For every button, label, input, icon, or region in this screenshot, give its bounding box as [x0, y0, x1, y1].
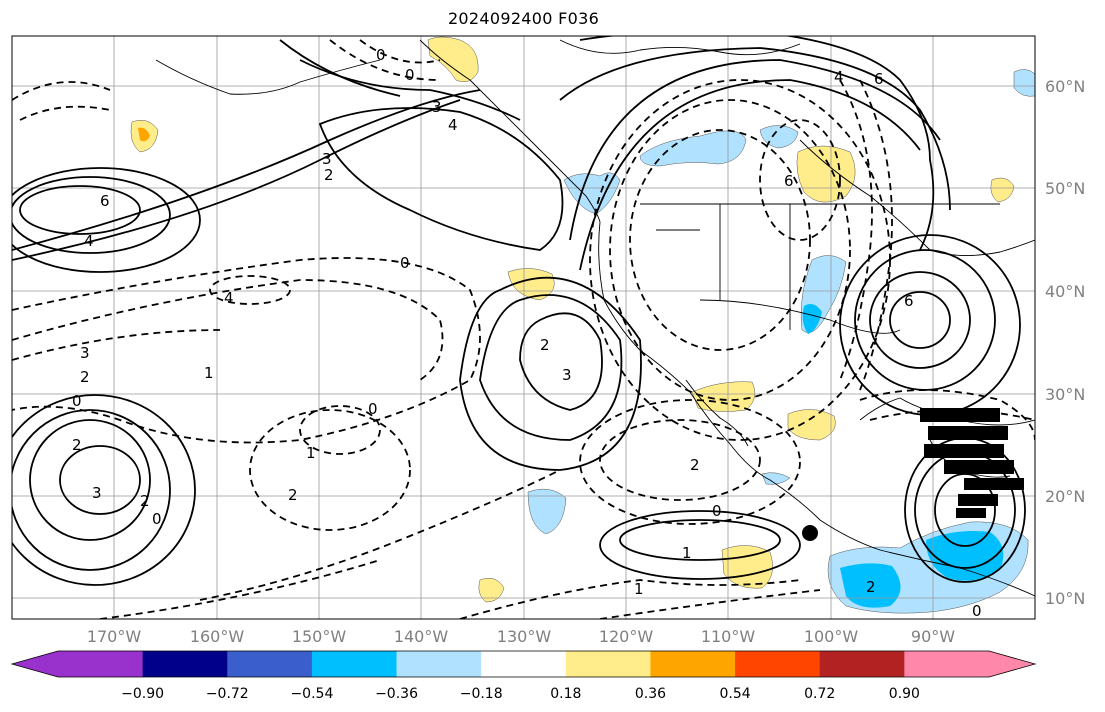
lat-label: 40°N	[1045, 282, 1085, 301]
contour-label: 4	[448, 116, 458, 134]
colorbar-segment	[565, 651, 651, 677]
marker-cluster	[920, 408, 1024, 518]
colorbar-segment	[819, 651, 905, 677]
contour-label: 6	[904, 292, 914, 310]
lon-label: 110°W	[701, 627, 756, 646]
colorbar-segment	[58, 651, 144, 677]
lat-label: 50°N	[1045, 179, 1085, 198]
contour-label: 0	[712, 502, 722, 520]
contour-label: 0	[405, 66, 415, 84]
contour-label: 3	[322, 150, 332, 168]
lon-label: 150°W	[292, 627, 347, 646]
colorbar-segment	[227, 651, 313, 677]
lon-label: 90°W	[911, 627, 955, 646]
colorbar-segment	[481, 651, 567, 677]
colorbar-extend-right	[989, 651, 1035, 677]
colorbar-segment	[396, 651, 482, 677]
lat-label: 20°N	[1045, 487, 1085, 506]
contour-label: 2	[324, 166, 334, 184]
colorbar-segment	[650, 651, 736, 677]
colorbar: −0.90 −0.72 −0.54 −0.36 −0.18 0.18 0.36 0.54 0.7…	[10, 650, 1037, 702]
contour-label: 2	[690, 456, 700, 474]
colorbar-tick-label: −0.90	[121, 686, 164, 702]
contour-label: 3	[562, 366, 572, 384]
colorbar-segment	[142, 651, 228, 677]
lon-label: 170°W	[87, 627, 142, 646]
map-title: 2024092400 F036	[447, 9, 600, 28]
contour-label: 2	[140, 492, 150, 510]
colorbar-tick-label: −0.36	[375, 686, 418, 702]
colorbar-tick-label: −0.18	[460, 686, 503, 702]
contour-label: 6	[874, 70, 884, 88]
map-panel	[12, 36, 1035, 619]
negative-contours	[12, 39, 1035, 619]
colorbar-tick-label: −0.54	[290, 686, 333, 702]
contour-label: 0	[376, 46, 386, 64]
positive-contours	[12, 36, 1026, 586]
contour-label: 1	[306, 444, 316, 462]
contour-label: 3	[80, 344, 90, 362]
lat-label: 60°N	[1045, 77, 1085, 96]
contour-label: 0	[72, 392, 82, 410]
longitude-labels: 170°W 160°W 150°W 140°W 130°W 120°W 110°…	[87, 627, 955, 646]
contour-label: 3	[92, 484, 102, 502]
contour-label: 2	[866, 578, 876, 596]
lon-label: 120°W	[599, 627, 654, 646]
lon-label: 130°W	[497, 627, 552, 646]
lon-label: 160°W	[190, 627, 245, 646]
contour-label: 1	[682, 544, 692, 562]
latitude-labels: 60°N 50°N 40°N 30°N 20°N 10°N	[1045, 77, 1085, 608]
colorbar-extend-left	[12, 651, 58, 677]
colorbar-tick-label: 0.90	[889, 686, 920, 702]
contour-label: 1	[204, 364, 214, 382]
contour-label: 6	[784, 172, 794, 190]
contour-label: 6	[100, 192, 110, 210]
contour-label: 4	[834, 68, 844, 86]
colorbar-tick-label: −0.72	[206, 686, 249, 702]
contour-label: 0	[400, 254, 410, 272]
location-dot	[802, 525, 818, 541]
colorbar-tick-label: 0.54	[720, 686, 751, 702]
contour-label: 2	[540, 336, 550, 354]
contour-label: 4	[224, 289, 234, 307]
colorbar-tick-label: 0.72	[804, 686, 835, 702]
contour-label: 0	[972, 602, 982, 620]
lat-label: 30°N	[1045, 385, 1085, 404]
contour-label: 2	[80, 368, 90, 386]
colorbar-tick-label: 0.36	[635, 686, 666, 702]
colorbar-segment	[311, 651, 398, 677]
contour-label: 4	[84, 232, 94, 250]
lon-label: 140°W	[394, 627, 449, 646]
colorbar-outline	[10, 650, 1037, 678]
contour-labels: 0 0 3 4 6 4 3 2 0 4 3 2 1 0 2 3 2 0 1 2 …	[72, 46, 982, 620]
colorbar-segment	[904, 651, 990, 677]
map-frame	[11, 35, 1036, 620]
lon-label: 100°W	[804, 627, 859, 646]
contour-label: 2	[288, 486, 298, 504]
colorbar-segment	[735, 651, 821, 677]
contour-label: 3	[432, 98, 442, 116]
contour-label: 0	[152, 510, 162, 528]
lat-label: 10°N	[1045, 589, 1085, 608]
contour-label: 0	[368, 400, 378, 418]
colorbar-tick-label: 0.18	[550, 686, 581, 702]
contour-label: 1	[634, 580, 644, 598]
contour-label: 2	[72, 436, 82, 454]
